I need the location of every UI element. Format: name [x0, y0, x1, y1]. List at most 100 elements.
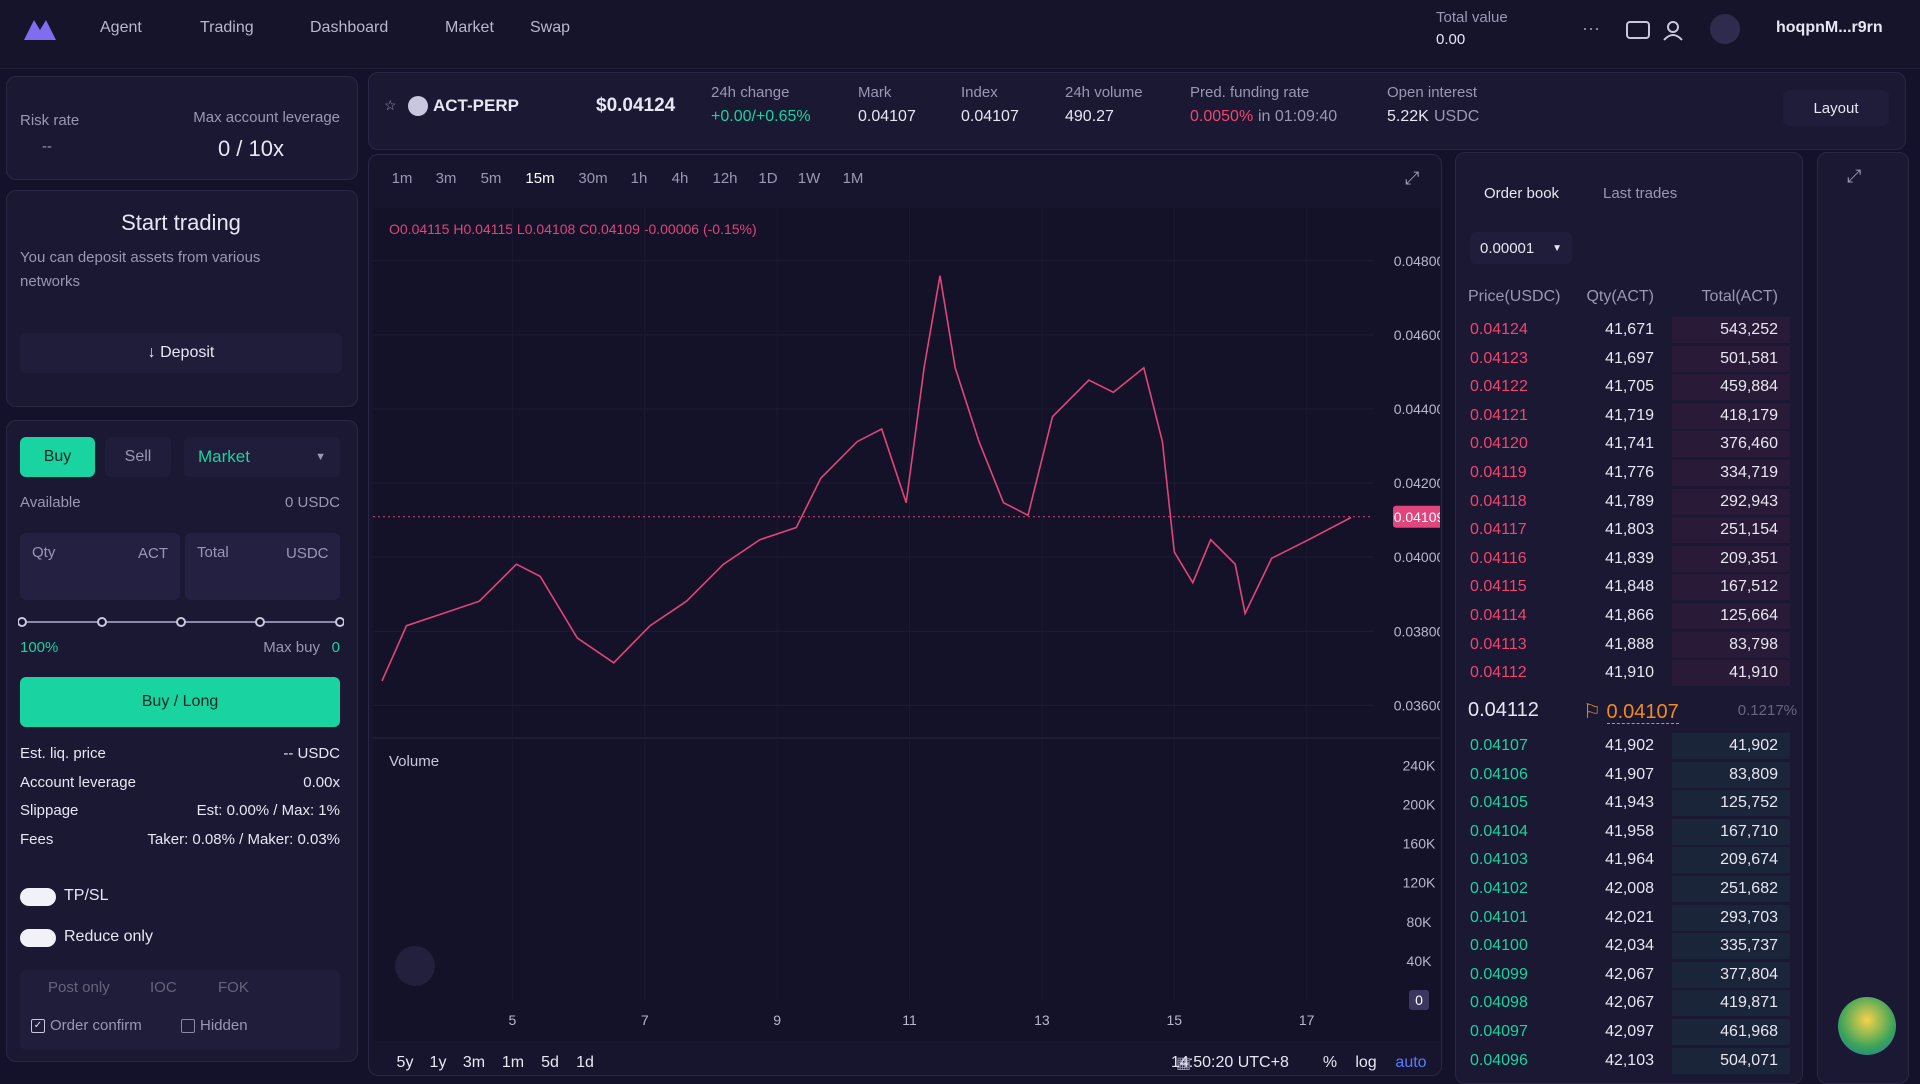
book-price[interactable]: 0.04104 — [1470, 822, 1528, 840]
orderbook-tab[interactable]: Order book — [1484, 185, 1560, 202]
qty-input[interactable] — [20, 533, 180, 600]
tick-size[interactable]: 0.00001 ▼ — [1470, 232, 1572, 264]
layout-button[interactable]: Layout — [1783, 90, 1889, 126]
more-icon[interactable]: ··· — [1582, 18, 1600, 38]
logo[interactable] — [22, 16, 58, 42]
nav-item[interactable]: Agent — [100, 19, 142, 36]
book-qty: 41,671 — [1605, 321, 1654, 338]
stat-label: Pred. funding rate — [1190, 84, 1310, 101]
book-price[interactable]: 0.04105 — [1470, 794, 1528, 812]
scale-button[interactable]: auto — [1395, 1054, 1427, 1071]
book-price[interactable]: 0.04096 — [1470, 1051, 1528, 1069]
book-price[interactable]: 0.04118 — [1470, 492, 1527, 510]
interval[interactable]: 1m — [391, 170, 413, 187]
submit-button[interactable]: Buy / Long — [20, 677, 340, 727]
hidden-check[interactable] — [181, 1019, 195, 1033]
tv-logo[interactable] — [395, 946, 435, 986]
interval[interactable]: 15m — [525, 170, 555, 187]
interval[interactable]: 1M — [842, 170, 864, 187]
book-price[interactable]: 0.04100 — [1470, 937, 1528, 955]
symbol[interactable]: ACT-PERP — [433, 96, 519, 115]
interval[interactable]: 1D — [758, 170, 778, 187]
caret: ▼ — [1552, 242, 1562, 254]
assistant-bubble[interactable] — [1838, 997, 1896, 1055]
interval[interactable]: 3m — [435, 170, 457, 187]
deposit-title: Start trading — [121, 210, 241, 235]
book-depth — [1672, 818, 1790, 845]
range[interactable]: 5d — [541, 1054, 559, 1071]
stat-note: USDC — [1434, 108, 1480, 125]
range[interactable]: 5y — [396, 1054, 414, 1071]
stat-value: 0.0050% — [1190, 108, 1254, 125]
book-qty: 41,907 — [1605, 765, 1654, 783]
y-tick-label: 0.04200 — [1394, 475, 1440, 491]
book-price[interactable]: 0.04107 — [1470, 737, 1528, 754]
book-price[interactable]: 0.04122 — [1470, 378, 1528, 396]
book-price[interactable]: 0.04106 — [1470, 765, 1528, 783]
book-qty: 41,789 — [1605, 492, 1654, 510]
book-price[interactable]: 0.04101 — [1470, 908, 1528, 926]
order-type[interactable]: Market ▼ — [184, 437, 340, 477]
sell-tab[interactable]: Sell — [105, 437, 171, 477]
range[interactable]: 1y — [429, 1054, 447, 1071]
stat-label: 24h volume — [1065, 84, 1143, 101]
account-name[interactable]: hoqpnM...r9rn — [1776, 19, 1883, 36]
book-price[interactable]: 0.04103 — [1470, 851, 1528, 869]
total-input[interactable] — [185, 533, 340, 600]
book-price[interactable]: 0.04113 — [1470, 635, 1527, 653]
book-price[interactable]: 0.04116 — [1470, 549, 1527, 567]
tpsl-toggle[interactable] — [20, 888, 56, 906]
book-depth — [1672, 990, 1790, 1017]
tif-option[interactable]: IOC — [150, 979, 177, 996]
amount-slider[interactable] — [18, 612, 344, 632]
nav-item[interactable]: Dashboard — [310, 19, 389, 36]
last-trades-tab[interactable]: Last trades — [1603, 185, 1678, 202]
nav-item[interactable]: Market — [445, 19, 494, 36]
book-price[interactable]: 0.04124 — [1470, 321, 1528, 338]
book-price[interactable]: 0.04117 — [1470, 521, 1527, 539]
book-price[interactable]: 0.04099 — [1470, 965, 1528, 983]
stat-label: Mark — [858, 84, 892, 101]
expand-icon[interactable]: ⤢ — [1405, 168, 1420, 188]
range[interactable]: 1m — [501, 1054, 525, 1071]
reduce-only-toggle[interactable] — [20, 929, 56, 947]
scale-button[interactable]: % — [1322, 1054, 1338, 1071]
book-price[interactable]: 0.04102 — [1470, 880, 1528, 897]
book-price[interactable]: 0.04119 — [1470, 464, 1527, 481]
book-price[interactable]: 0.04121 — [1470, 406, 1528, 424]
nav-item[interactable]: Swap — [530, 19, 571, 36]
expand-icon[interactable]: ⤢ — [1847, 166, 1862, 186]
book-price[interactable]: 0.04123 — [1470, 349, 1528, 367]
interval[interactable]: 30m — [578, 170, 608, 187]
interval[interactable]: 1W — [797, 170, 821, 187]
book-price[interactable]: 0.04120 — [1470, 435, 1528, 453]
scale-button[interactable]: log — [1355, 1054, 1377, 1071]
y-tick-label: 0.04000 — [1394, 549, 1440, 565]
y-tick-label: 0.04600 — [1394, 327, 1440, 343]
tif-option[interactable]: FOK — [218, 979, 249, 996]
buy-tab[interactable]: Buy — [20, 437, 95, 477]
deposit-button[interactable]: ↓ Deposit — [20, 333, 342, 373]
book-price[interactable]: 0.04097 — [1470, 1023, 1528, 1040]
book-price[interactable]: 0.04112 — [1470, 664, 1527, 682]
detail-value: Taker: 0.08% / Maker: 0.03% — [147, 830, 340, 848]
interval[interactable]: 4h — [671, 170, 689, 187]
range[interactable]: 1d — [576, 1054, 594, 1071]
top-nav — [0, 0, 1920, 69]
header-icons[interactable] — [1625, 18, 1705, 44]
book-qty: 41,902 — [1605, 737, 1654, 754]
order-confirm-check[interactable]: ✓ — [31, 1019, 45, 1033]
range[interactable]: 3m — [462, 1054, 486, 1071]
book-price[interactable]: 0.04114 — [1470, 607, 1527, 624]
nav-item[interactable]: Trading — [200, 19, 254, 36]
calendar-icon[interactable]: ▦ — [1176, 1055, 1192, 1072]
book-price[interactable]: 0.04098 — [1470, 994, 1528, 1012]
favorite-star[interactable]: ☆ — [384, 97, 397, 113]
interval[interactable]: 12h — [712, 170, 738, 187]
avatar[interactable] — [1710, 14, 1740, 44]
interval[interactable]: 1h — [630, 170, 648, 187]
tif-option[interactable]: Post only — [48, 979, 110, 996]
book-price[interactable]: 0.04115 — [1470, 578, 1527, 596]
total-label: Total — [197, 544, 229, 561]
interval[interactable]: 5m — [480, 170, 502, 187]
